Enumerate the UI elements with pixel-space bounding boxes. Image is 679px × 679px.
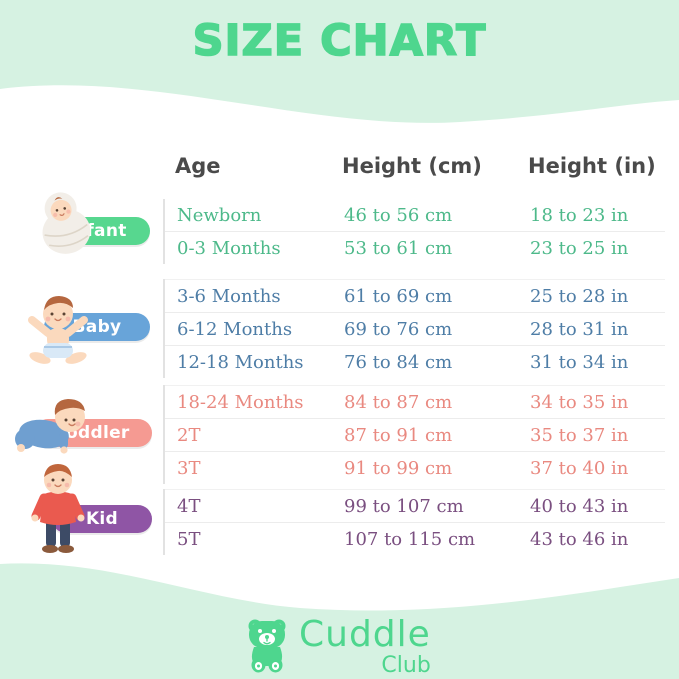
table-header-row: Age Height (cm) Height (in): [163, 150, 663, 182]
group-toddler: 18-24 Months 84 to 87 cm 34 to 35 in 2T 87 t…: [163, 385, 665, 484]
age-cell: 5T: [177, 528, 201, 550]
height-cm-cell: 84 to 87 cm: [344, 391, 453, 413]
height-cm-cell: 76 to 84 cm: [344, 351, 453, 373]
height-cm-cell: 91 to 99 cm: [344, 457, 453, 479]
age-cell: 4T: [177, 495, 201, 517]
brand-name-line2: Club: [381, 653, 431, 678]
page-title: SIZE CHART: [192, 15, 487, 67]
header-age: Age: [175, 154, 221, 178]
height-cm-cell: 99 to 107 cm: [344, 495, 464, 517]
table-row: 6-12 Months 69 to 76 cm 28 to 31 in: [165, 312, 665, 345]
height-cm-cell: 107 to 115 cm: [344, 528, 476, 550]
height-in-cell: 35 to 37 in: [530, 424, 629, 446]
height-in-cell: 25 to 28 in: [530, 285, 629, 307]
table-row: 3-6 Months 61 to 69 cm 25 to 28 in: [165, 279, 665, 312]
height-in-cell: 43 to 46 in: [530, 528, 629, 550]
age-cell: 12-18 Months: [177, 351, 304, 373]
brand-logo: Cuddle Club: [243, 617, 431, 677]
height-cm-cell: 69 to 76 cm: [344, 318, 453, 340]
brand-wordmark: Cuddle Club: [299, 617, 431, 677]
age-cell: 6-12 Months: [177, 318, 293, 340]
table-row: 4T 99 to 107 cm 40 to 43 in: [165, 489, 665, 522]
height-cm-cell: 87 to 91 cm: [344, 424, 453, 446]
group-baby: 3-6 Months 61 to 69 cm 25 to 28 in 6-12 Mon…: [163, 279, 665, 378]
table-row: 2T 87 to 91 cm 35 to 37 in: [165, 418, 665, 451]
height-cm-cell: 61 to 69 cm: [344, 285, 453, 307]
table-row: 18-24 Months 84 to 87 cm 34 to 35 in: [165, 385, 665, 418]
height-in-cell: 23 to 25 in: [530, 237, 629, 259]
age-cell: 3-6 Months: [177, 285, 281, 307]
age-cell: 2T: [177, 424, 201, 446]
table-row: Newborn 46 to 56 cm 18 to 23 in: [165, 199, 665, 231]
table-row: 5T 107 to 115 cm 43 to 46 in: [165, 522, 665, 555]
height-in-cell: 28 to 31 in: [530, 318, 629, 340]
height-in-cell: 34 to 35 in: [530, 391, 629, 413]
height-in-cell: 18 to 23 in: [530, 204, 629, 226]
table-row: 12-18 Months 76 to 84 cm 31 to 34 in: [165, 345, 665, 378]
crawling-toddler-illustration: [15, 399, 85, 454]
table-row: 3T 91 to 99 cm 37 to 40 in: [165, 451, 665, 484]
group-infant: Newborn 46 to 56 cm 18 to 23 in 0-3 Months 5…: [163, 199, 665, 264]
header-height-cm: Height (cm): [342, 154, 482, 178]
height-in-cell: 37 to 40 in: [530, 457, 629, 479]
header-height-in: Height (in): [528, 154, 656, 178]
height-cm-cell: 46 to 56 cm: [344, 204, 453, 226]
age-cell: 18-24 Months: [177, 391, 304, 413]
age-cell: Newborn: [177, 204, 262, 226]
height-in-cell: 40 to 43 in: [530, 495, 629, 517]
teddy-bear-icon: [248, 619, 286, 673]
age-cell: 0-3 Months: [177, 237, 281, 259]
age-cell: 3T: [177, 457, 201, 479]
swaddled-baby-illustration: [42, 192, 91, 254]
sitting-baby-illustration: [28, 296, 88, 364]
table-row: 0-3 Months 53 to 61 cm 23 to 25 in: [165, 231, 665, 264]
standing-kid-illustration: [31, 464, 85, 553]
group-kid: 4T 99 to 107 cm 40 to 43 in 5T 107 to 115 cm…: [163, 489, 665, 555]
height-in-cell: 31 to 34 in: [530, 351, 629, 373]
height-cm-cell: 53 to 61 cm: [344, 237, 453, 259]
brand-name-line1: Cuddle: [299, 614, 431, 655]
